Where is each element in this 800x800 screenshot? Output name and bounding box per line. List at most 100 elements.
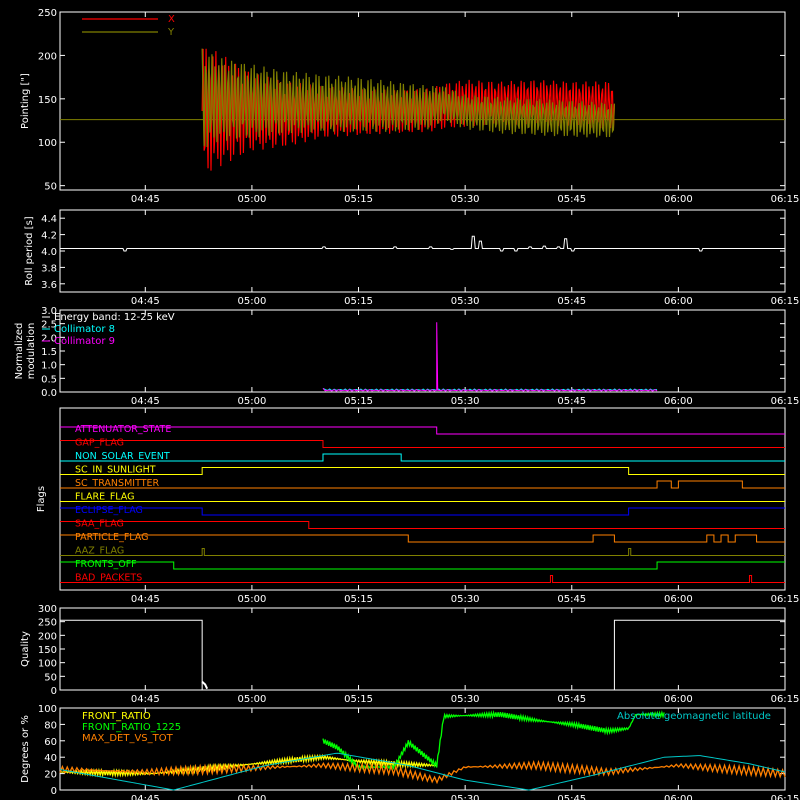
y-tick-label: 300 <box>38 604 57 615</box>
legend-label: Collimator 8 <box>54 324 115 335</box>
y-tick-label: 2.0 <box>41 333 57 344</box>
modulation-spike <box>436 322 439 391</box>
y-tick-label: 50 <box>44 182 57 193</box>
flag-line-fronts-off <box>60 561 785 570</box>
series-front-ratio-1225 <box>322 709 665 771</box>
x-tick-label: 05:30 <box>451 194 480 205</box>
flag-line-eclipse-flag <box>60 507 785 516</box>
x-tick-label: 05:15 <box>344 194 373 205</box>
quality-line <box>60 619 785 691</box>
x-tick-label: 06:00 <box>664 694 693 705</box>
y-tick-label: 4.0 <box>41 247 57 258</box>
x-tick-label: 05:45 <box>557 694 586 705</box>
y-tick-label: 4.2 <box>41 231 57 242</box>
legend-label: Y <box>167 27 175 38</box>
y-tick-label: 0.0 <box>41 388 57 399</box>
y-axis-label: modulation <box>26 323 37 380</box>
legend-label: Collimator 9 <box>54 336 115 347</box>
y-tick-label: 150 <box>38 95 57 106</box>
y-tick-label: 2.5 <box>41 320 57 331</box>
legend-label: MAX_DET_VS_TOT <box>82 733 174 744</box>
flag-line-aaz-flag <box>60 548 785 556</box>
legend-label: FRONT_RATIO_1225 <box>82 722 181 733</box>
y-tick-label: 0.5 <box>41 374 57 385</box>
y-tick-label: 4.4 <box>41 214 57 225</box>
flag-label: ECLIPSE_FLAG <box>75 505 143 516</box>
flag-line-saa-flag <box>60 521 785 529</box>
y-tick-label: 60 <box>44 737 57 748</box>
x-tick-label: 06:15 <box>771 794 800 800</box>
flag-line-sc-in-sunlight <box>60 467 785 475</box>
y-tick-label: 1.0 <box>41 361 57 372</box>
x-tick-label: 04:45 <box>131 594 160 605</box>
quality-blob <box>201 681 209 690</box>
flag-label: PARTICLE_FLAG <box>75 532 148 543</box>
modulation-collimator-9 <box>322 387 658 392</box>
x-tick-label: 06:15 <box>771 694 800 705</box>
x-tick-label: 06:00 <box>664 396 693 407</box>
flag-line-attenuator-state <box>60 426 785 435</box>
y-tick-label: 3.8 <box>41 263 57 274</box>
x-tick-label: 05:45 <box>557 296 586 307</box>
y-tick-label: 0 <box>51 786 57 797</box>
y-tick-label: 100 <box>38 659 57 670</box>
y-tick-label: 1.5 <box>41 347 57 358</box>
y-axis-label: Quality <box>20 631 31 667</box>
x-tick-label: 04:45 <box>131 794 160 800</box>
y-axis-label: Normalized <box>14 323 25 380</box>
x-tick-label: 05:00 <box>237 594 266 605</box>
flag-label: ATTENUATOR_STATE <box>75 424 171 435</box>
y-tick-label: 0 <box>51 686 57 697</box>
y-tick-label: 100 <box>38 704 57 715</box>
y-tick-label: 40 <box>44 753 57 764</box>
x-tick-label: 06:15 <box>771 296 800 307</box>
y-tick-label: 100 <box>38 138 57 149</box>
y-tick-label: 200 <box>38 51 57 62</box>
x-tick-label: 06:15 <box>771 594 800 605</box>
y-tick-label: 50 <box>44 672 57 683</box>
x-tick-label: 06:00 <box>664 194 693 205</box>
x-tick-label: 04:45 <box>131 694 160 705</box>
x-tick-label: 05:45 <box>557 594 586 605</box>
x-tick-label: 05:00 <box>237 194 266 205</box>
flag-label: NON_SOLAR_EVENT <box>75 451 170 462</box>
x-tick-label: 05:15 <box>344 794 373 800</box>
flag-line-particle-flag <box>60 534 785 543</box>
y-tick-label: 3.0 <box>41 306 57 317</box>
legend-label: Energy band: 12-25 keV <box>54 312 175 323</box>
flag-label: SC_TRANSMITTER <box>75 478 160 489</box>
x-tick-label: 05:30 <box>451 594 480 605</box>
x-tick-label: 06:15 <box>771 194 800 205</box>
x-tick-label: 05:00 <box>237 396 266 407</box>
y-tick-label: 250 <box>38 8 57 19</box>
flag-line-sc-transmitter <box>60 480 785 489</box>
x-tick-label: 04:45 <box>131 194 160 205</box>
x-tick-label: 05:00 <box>237 694 266 705</box>
flag-label: GAP_FLAG <box>75 438 124 449</box>
y-axis-label: Pointing ["] <box>20 73 31 129</box>
panel-frame-4 <box>59 407 786 591</box>
flag-label: FRONTS_OFF <box>75 559 137 570</box>
x-tick-label: 05:00 <box>237 296 266 307</box>
y-axis-label: Roll period [s] <box>24 216 35 285</box>
x-tick-label: 04:45 <box>131 396 160 407</box>
x-tick-label: 06:00 <box>664 594 693 605</box>
y-tick-label: 250 <box>38 618 57 629</box>
x-tick-label: 05:15 <box>344 396 373 407</box>
legend-label: FRONT_RATIO <box>82 711 151 722</box>
x-tick-label: 05:15 <box>344 694 373 705</box>
x-tick-label: 06:00 <box>664 794 693 800</box>
x-tick-label: 05:30 <box>451 694 480 705</box>
legend-label: X <box>168 14 175 25</box>
annotation-label: Absolute geomagnetic latitude <box>617 711 771 722</box>
x-tick-label: 05:45 <box>557 396 586 407</box>
panel-frame-2 <box>59 209 786 293</box>
y-axis-label: Flags <box>36 486 47 512</box>
x-tick-label: 05:45 <box>557 794 586 800</box>
x-tick-label: 06:00 <box>664 296 693 307</box>
y-tick-label: 200 <box>38 631 57 642</box>
flag-line-gap-flag <box>60 440 785 448</box>
x-tick-label: 05:15 <box>344 296 373 307</box>
flag-label: SC_IN_SUNLIGHT <box>75 465 156 476</box>
